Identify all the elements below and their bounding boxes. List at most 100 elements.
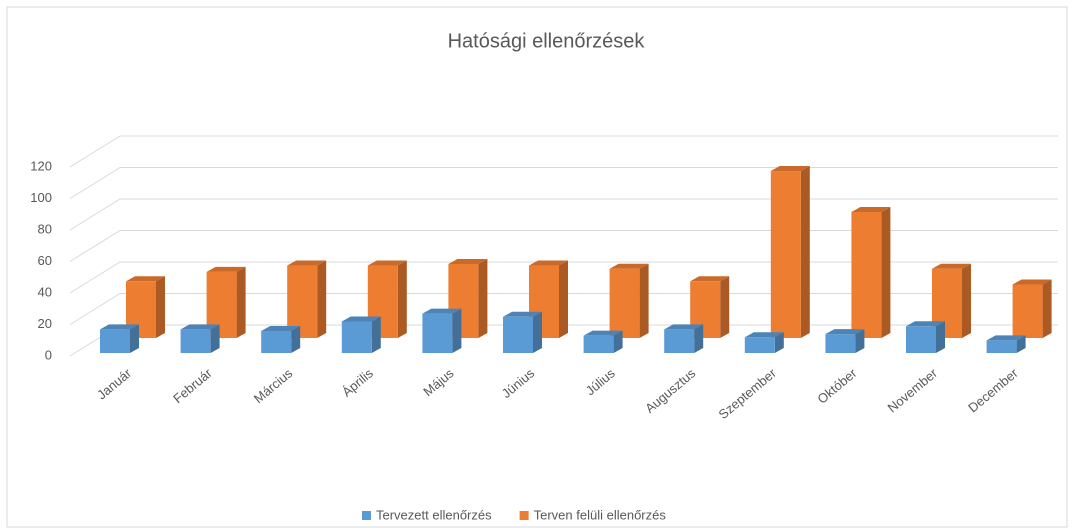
bar-side: [774, 332, 784, 353]
bar-side: [1016, 335, 1026, 353]
bar-front: [906, 326, 936, 353]
bar-front: [851, 212, 882, 338]
bar-front: [583, 335, 614, 353]
bar-side: [962, 263, 971, 338]
bar-front: [180, 329, 211, 353]
bar-side: [317, 260, 327, 338]
bar-side: [156, 276, 165, 338]
bar-side: [639, 263, 649, 338]
y-tick-label: 100: [30, 190, 52, 205]
bar: [744, 332, 784, 353]
bar-front: [287, 265, 318, 338]
bar-top: [261, 325, 301, 331]
bar-top: [287, 260, 327, 266]
bar: [664, 324, 704, 353]
bar-side: [855, 329, 865, 353]
bar: [583, 330, 623, 353]
bar: [690, 276, 730, 338]
bar-front: [744, 337, 775, 353]
bar: [100, 324, 139, 353]
bar: [261, 325, 301, 353]
bar: [609, 263, 649, 338]
bar: [851, 207, 891, 338]
chart-title: Hatósági ellenőrzések: [448, 30, 646, 52]
y-tick-label: 80: [38, 221, 52, 236]
grid-line: [69, 198, 1058, 231]
bar-top: [906, 321, 945, 327]
bar: [825, 329, 865, 353]
bar-top: [664, 324, 704, 330]
bar-front: [986, 340, 1017, 353]
y-tick-label: 40: [38, 284, 52, 299]
bar-side: [478, 258, 488, 338]
bar-top: [609, 263, 649, 269]
bar-top: [932, 263, 971, 269]
bar-top: [422, 308, 462, 314]
grid-line: [69, 135, 1058, 168]
bar-top: [448, 258, 488, 264]
bar-side: [210, 324, 220, 353]
bar-side: [613, 330, 623, 353]
bar: [770, 166, 810, 338]
bar-top: [851, 207, 891, 212]
bar-top: [180, 324, 220, 330]
bar-side: [236, 266, 246, 338]
bar-top: [986, 335, 1026, 341]
bar-front: [664, 329, 695, 353]
bar: [180, 324, 220, 353]
bar-front: [770, 171, 801, 338]
legend-label: Tervezett ellenőrzés: [376, 507, 492, 522]
bar-front: [825, 334, 856, 353]
y-tick-label: 60: [38, 253, 52, 268]
bar-side: [397, 260, 407, 338]
bar-side: [559, 260, 568, 338]
legend-swatch: [519, 511, 529, 520]
bar-top: [744, 332, 784, 338]
bar-side: [800, 166, 810, 338]
legend-label: Terven felüli ellenőrzés: [534, 507, 667, 522]
bar-side: [1042, 279, 1052, 338]
bar-top: [100, 324, 139, 330]
bar-front: [609, 268, 640, 338]
bar-front: [100, 329, 130, 353]
bar: [906, 321, 945, 353]
bar-front: [503, 316, 533, 353]
y-tick-label: 20: [38, 316, 52, 331]
bar: [1012, 279, 1052, 338]
y-tick-label: 0: [45, 347, 52, 362]
grid-line: [69, 293, 1058, 325]
bar-top: [690, 276, 730, 282]
bar-top: [529, 260, 568, 266]
bar-front: [422, 313, 453, 353]
bar-top: [770, 166, 810, 172]
grid-line: [69, 230, 1058, 262]
bar-top: [367, 260, 407, 266]
bar-top: [503, 311, 542, 317]
bar-top: [583, 330, 623, 336]
bar-top: [206, 266, 246, 272]
bar-front: [261, 330, 292, 353]
bar-side: [720, 276, 730, 338]
bar: [503, 311, 542, 353]
bar: [422, 308, 462, 353]
bar-top: [825, 329, 865, 335]
bar-top: [1012, 279, 1052, 285]
bar: [341, 316, 381, 353]
y-tick-label: 120: [30, 158, 52, 173]
legend-swatch: [362, 511, 371, 520]
grid-line: [69, 261, 1058, 294]
bar-side: [130, 324, 139, 353]
bar-side: [291, 325, 301, 353]
bar-top: [126, 276, 165, 282]
bar-side: [881, 207, 891, 338]
bar-top: [341, 316, 381, 322]
bar: [986, 335, 1026, 353]
bar-side: [533, 311, 542, 353]
bar-front: [1012, 284, 1043, 338]
bar-front: [341, 321, 372, 353]
bar: [287, 260, 327, 338]
grid-line: [69, 167, 1058, 199]
bar-side: [936, 321, 945, 353]
bar-side: [452, 308, 462, 353]
